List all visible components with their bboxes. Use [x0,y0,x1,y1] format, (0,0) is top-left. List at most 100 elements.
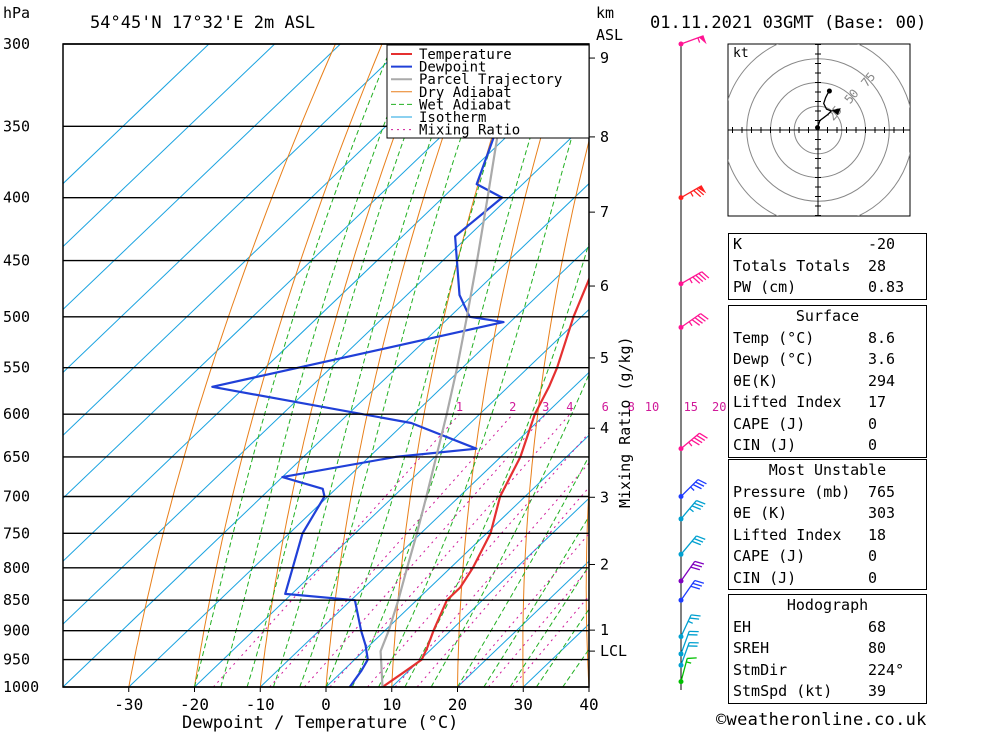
mixing-ratio-label: 2 [509,400,516,414]
index-label: CAPE (J) [733,547,806,565]
legend-label: Dewpoint [419,60,486,76]
isotherm [63,44,341,311]
mixing-ratio-label: 6 [602,400,609,414]
km-tick-label: 7 [600,203,609,221]
index-value: 68 [868,617,887,636]
km-tick-label: 8 [600,128,609,146]
index-row: CIN (J) 0 [729,568,926,590]
index-label: CIN (J) [733,568,797,587]
index-value: 80 [868,639,887,657]
index-label: Lifted Index [733,525,842,544]
pressure-tick-label: 500 [3,308,30,326]
temp-tick-label: 20 [448,695,467,714]
index-row: Lifted Index 17 [729,392,926,414]
index-label: StmDir [733,660,788,679]
km-tick-label: 5 [600,349,609,367]
index-row: θE (K) 303 [729,503,926,525]
index-value: 39 [868,682,887,700]
pressure-tick-label: 700 [3,488,30,506]
legend-label: Parcel Trajectory [419,72,562,88]
index-label: Lifted Index [733,393,842,411]
mixing-ratio-label: 8 [628,400,635,414]
unit-hpa: hPa [3,4,30,22]
temp-tick-label: 0 [321,695,331,714]
pressure-tick-label: 550 [3,359,30,377]
mixing-ratio-axis-label: Mixing Ratio (g/kg) [616,336,634,508]
index-value: 0 [868,547,878,565]
index-row: StmSpd (kt) 39 [729,681,926,703]
pressure-tick-label: 800 [3,559,30,577]
index-label: CIN (J) [733,436,797,454]
mixing-ratio-line [394,462,589,687]
most-unstable-rows: Pressure (mb) 765 θE (K) 303 Lifted Index 18 C… [729,482,926,590]
wind-barb [678,432,708,452]
x-axis-label: Dewpoint / Temperature (°C) [182,713,458,733]
index-value: 303 [868,504,896,522]
isotherm [259,371,589,687]
index-label: CAPE (J) [733,414,806,433]
isotherm [63,44,276,248]
temp-tick-label: 40 [579,695,598,714]
mixing-ratio-line [304,413,547,687]
wet-adiabat [272,44,466,687]
index-label: EH [733,617,752,636]
wind-barb [678,35,707,47]
index-row: StmDir 224° [729,660,926,682]
wet-adiabat [299,44,494,687]
temp-tick-label: -30 [114,695,143,714]
temp-tick-label: 30 [514,695,533,714]
surface-title: Surface [795,307,860,325]
wet-adiabat [404,241,589,687]
isotherm [63,44,407,374]
index-value: 8.6 [868,328,896,347]
index-row: Lifted Index 18 [729,525,926,547]
mixing-ratio-labels: 12346810152025 [456,400,749,414]
surface-panel: Surface Temp (°C) 8.6 Dewp (°C) 3.6 θE(K) 294… [728,305,927,458]
index-value: 294 [868,371,896,390]
index-row: CAPE (J) 0 [729,414,926,436]
dry-adiabat [585,479,589,687]
dry-adiabat [457,44,569,687]
km-tick-label: 4 [600,419,609,437]
index-row: Temp (°C) 8.6 [729,328,926,350]
wet-adiabat [194,44,394,687]
copyright[interactable]: ©weatheronline.co.uk [716,710,927,730]
dry-adiabat [194,44,383,687]
index-row: K -20 [729,234,926,256]
legend-label: Wet Adiabat [419,97,512,113]
hodograph-trace [816,90,833,128]
isotherm [457,560,589,687]
wind-barb [678,630,699,657]
isotherm [391,497,589,687]
pressure-tick-label: 650 [3,448,30,466]
wet-adiabat [220,44,416,687]
index-value: 224° [868,660,905,679]
mixing-ratio-line [367,432,589,687]
km-tick-label: 1 [600,621,609,639]
wind-barb [678,614,701,640]
wind-barbs [678,35,710,685]
index-value: -20 [868,235,896,253]
lcl-label: LCL [600,642,627,660]
index-value: 0 [868,414,878,433]
hodograph-title: Hodograph [786,596,869,614]
index-value: 18 [868,525,887,544]
dry-adiabat [980,44,1000,687]
isotherm [128,245,589,687]
mixing-ratio-label: 4 [566,400,573,414]
height-axis: 9 8 7 6 5 4 3 2 1 LCL [589,49,627,660]
index-row: EH 68 [729,617,926,639]
index-label: Dewp (°C) [733,350,815,368]
index-row: Dewp (°C) 3.6 [729,349,926,371]
index-label: PW (cm) [733,278,797,296]
pressure-tick-label: 850 [3,591,30,609]
index-label: Pressure (mb) [733,482,851,501]
km-tick-label: 6 [600,277,609,295]
isotherm [63,57,589,562]
wind-barb [678,271,710,287]
mixing-ratio-label: 15 [684,400,698,414]
mixing-ratio-label: 3 [542,400,549,414]
index-label: StmSpd (kt) [733,682,833,700]
